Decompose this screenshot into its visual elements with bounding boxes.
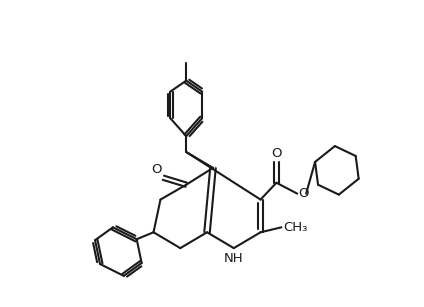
Text: CH₃: CH₃ [283,221,308,234]
Text: O: O [271,147,282,160]
Text: NH: NH [224,252,244,265]
Text: O: O [298,187,309,200]
Text: O: O [151,163,162,176]
